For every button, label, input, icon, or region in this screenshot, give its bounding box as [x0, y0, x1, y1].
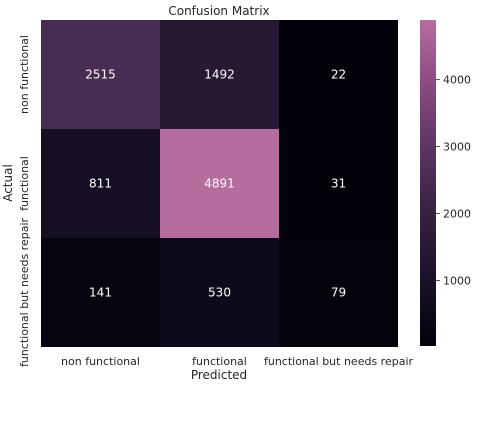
y-tick-labels: non functional functional functional but n…	[18, 35, 31, 367]
heatmap-cell	[160, 238, 279, 347]
x-axis-label: Predicted	[191, 368, 247, 382]
cell-value-label: 811	[89, 177, 112, 191]
cell-value-label: 31	[331, 177, 346, 191]
heatmap-cell	[279, 20, 398, 129]
y-tick-label: non functional	[18, 35, 31, 114]
colorbar	[420, 20, 436, 346]
heatmap-cell	[160, 129, 279, 238]
heatmap-cell	[160, 20, 279, 129]
heatmap-cell	[41, 129, 160, 238]
heatmap-cell	[41, 20, 160, 129]
x-tick-label: functional	[192, 355, 247, 368]
colorbar-tick-label: 3000	[443, 141, 471, 154]
x-tick-label: non functional	[61, 355, 140, 368]
cell-value-label: 4891	[204, 177, 235, 191]
y-tick-label: functional but needs repair	[18, 217, 31, 367]
cell-value-label: 1492	[204, 68, 235, 82]
colorbar-ticks: 1000 2000 3000 4000	[436, 74, 471, 288]
y-axis-label: Actual	[1, 164, 15, 202]
cell-value-label: 141	[89, 286, 112, 300]
y-tick-label: functional	[18, 156, 31, 211]
x-tick-label: functional but needs repair	[264, 355, 414, 368]
cell-value-label: 79	[331, 286, 346, 300]
colorbar-tick-label: 1000	[443, 275, 471, 288]
cell-value-label: 2515	[85, 68, 116, 82]
cell-value-label: 22	[331, 68, 346, 82]
heatmap-cell	[279, 238, 398, 347]
heatmap-cells: 2515 1492 22 811 4891 31 141 530 79	[41, 20, 398, 347]
x-tick-labels: non functional functional functional but n…	[61, 355, 413, 368]
heatmap-cell	[41, 238, 160, 347]
chart-title: Confusion Matrix	[168, 4, 269, 18]
colorbar-tick-label: 4000	[443, 74, 471, 87]
heatmap-cell	[279, 129, 398, 238]
cell-value-label: 530	[208, 286, 231, 300]
colorbar-tick-label: 2000	[443, 208, 471, 221]
